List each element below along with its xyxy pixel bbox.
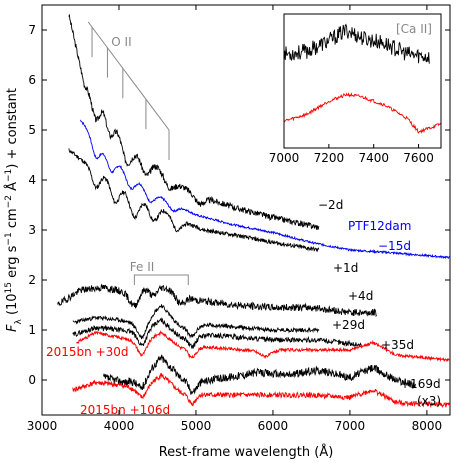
feii-bracket bbox=[133, 274, 189, 285]
y-tick-label-2: 2 bbox=[28, 273, 36, 287]
spectrum-line-3 bbox=[68, 148, 320, 253]
spectrum-line-6 bbox=[72, 317, 362, 349]
inset-x-ticks: 7000 7200 7400 7600 bbox=[269, 144, 434, 165]
inset-line-0 bbox=[283, 23, 430, 64]
y-tick-label-5: 5 bbox=[28, 123, 36, 137]
series-label-1: PTF12dam bbox=[348, 219, 411, 233]
y-label-part-10: ) + constant bbox=[5, 88, 20, 169]
y-label-part-4: erg s bbox=[5, 245, 20, 282]
inset-line-1 bbox=[283, 92, 442, 134]
spectrum-line-4 bbox=[57, 283, 377, 318]
x-tick-label-4000: 4000 bbox=[104, 419, 135, 433]
y-tick-label-7: 7 bbox=[28, 23, 36, 37]
series-label-2: −15d bbox=[378, 239, 411, 253]
y-tick-label-3: 3 bbox=[28, 223, 36, 237]
y-label-part-8: Å bbox=[4, 182, 20, 195]
y-label-part-2: (10 bbox=[5, 293, 20, 319]
oii-label: O II bbox=[111, 35, 131, 49]
plot-area bbox=[41, 4, 451, 416]
spectrum-line-5 bbox=[72, 304, 320, 340]
x-axis-label: Rest-frame wavelength (Å) bbox=[159, 444, 334, 460]
y-label-part-7: −2 bbox=[4, 195, 14, 208]
series-label-4: +4d bbox=[348, 289, 373, 303]
oii-guide-line bbox=[87, 21, 170, 131]
y-label-part-3: 15 bbox=[4, 282, 14, 293]
series-label-0: −2d bbox=[318, 198, 343, 212]
y-axis-ticks: 0 1 2 3 4 5 6 7 bbox=[28, 23, 450, 387]
inset-series bbox=[283, 23, 442, 134]
line-annotations: O II Fe II bbox=[87, 21, 189, 285]
y-label-part-5: −1 bbox=[4, 232, 14, 245]
series-label-9: (x3) bbox=[417, 394, 441, 408]
y-label-part-9: −1 bbox=[4, 169, 14, 182]
inset-background bbox=[284, 14, 441, 148]
y-label-part-0: F bbox=[5, 324, 20, 332]
x-tick-label-3000: 3000 bbox=[27, 419, 58, 433]
inset-x-tick-label-7200: 7200 bbox=[314, 151, 345, 165]
x-tick-label-7000: 7000 bbox=[335, 419, 366, 433]
feii-label: Fe II bbox=[130, 260, 155, 274]
y-label-part-6: cm bbox=[5, 208, 20, 232]
y-tick-label-6: 6 bbox=[28, 73, 36, 87]
spectrum-line-8 bbox=[103, 354, 416, 396]
inset-x-tick-label-7400: 7400 bbox=[358, 151, 389, 165]
series-label-6: +35d bbox=[381, 338, 414, 352]
inset-x-tick-label-7000: 7000 bbox=[269, 151, 300, 165]
spectrum-line-1 bbox=[80, 119, 451, 260]
y-tick-label-4: 4 bbox=[28, 173, 36, 187]
y-tick-label-0: 0 bbox=[28, 373, 36, 387]
series-label-10: 2015bn +106d bbox=[80, 403, 170, 417]
series-labels: −2d PTF12dam −15d +1d +4d +29d +35d 2015bn +30d… bbox=[46, 198, 441, 417]
series-label-8: +169d bbox=[400, 377, 441, 391]
inset-x-tick-label-7600: 7600 bbox=[403, 151, 434, 165]
series-label-3: +1d bbox=[333, 261, 358, 275]
spectrum-line-7 bbox=[76, 330, 450, 362]
y-axis-label: Fλ (1015 erg s−1 cm−2 Å−1) + constant bbox=[4, 88, 24, 332]
spectra-series bbox=[57, 14, 451, 409]
spectrum-line-10 bbox=[72, 372, 451, 409]
spectrum-line-0 bbox=[68, 14, 320, 230]
x-axis-ticks: 3000 4000 5000 6000 7000 8000 bbox=[27, 5, 442, 433]
series-label-5: +29d bbox=[332, 318, 365, 332]
y-label-part-1: λ bbox=[14, 319, 24, 325]
series-label-7: 2015bn +30d bbox=[46, 345, 129, 359]
x-tick-label-8000: 8000 bbox=[412, 419, 443, 433]
y-tick-label-1: 1 bbox=[28, 323, 36, 337]
x-tick-label-5000: 5000 bbox=[181, 419, 212, 433]
inset-frame bbox=[283, 13, 442, 149]
x-tick-label-6000: 6000 bbox=[258, 419, 289, 433]
inset-label: [Ca II] bbox=[396, 22, 432, 36]
